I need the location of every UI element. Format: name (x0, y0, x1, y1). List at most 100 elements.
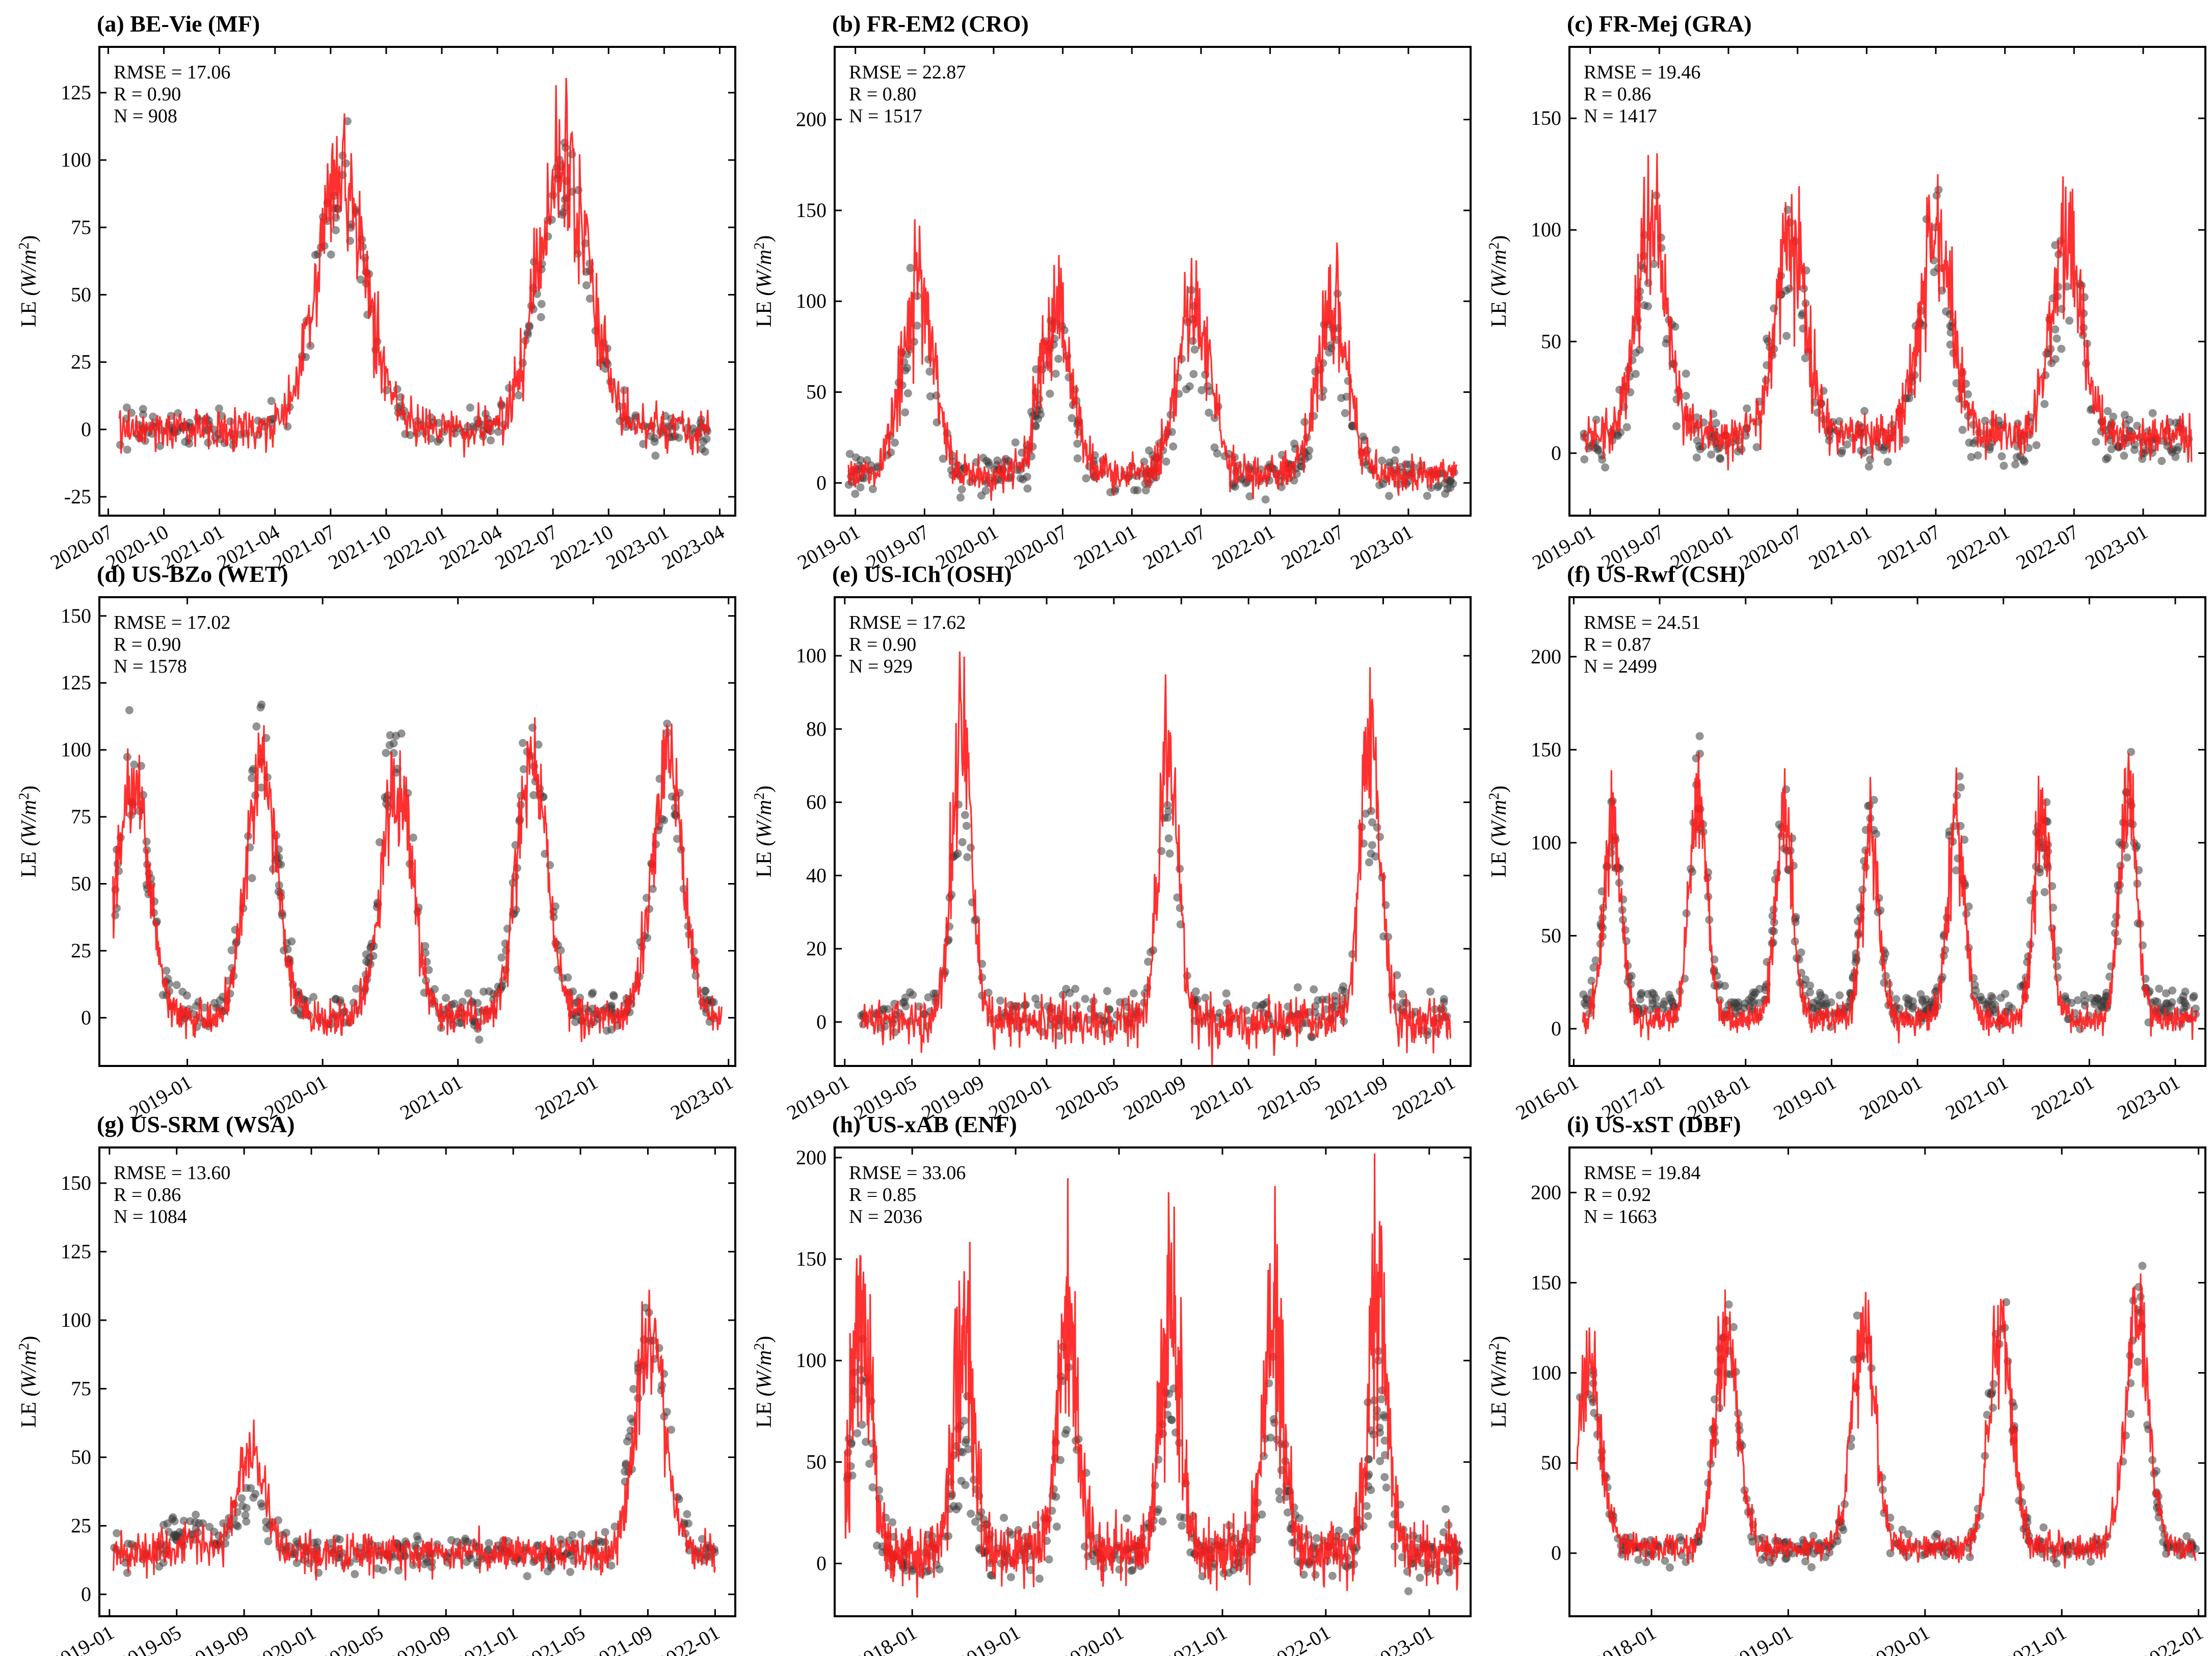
observed-point (996, 996, 1004, 1005)
observed-point (1984, 997, 1993, 1006)
observed-point (853, 1429, 862, 1437)
observed-point (1860, 407, 1869, 415)
y-tick-label: 50 (1541, 924, 1561, 947)
observed-point (846, 1462, 855, 1471)
observed-point (967, 843, 975, 852)
observed-point (1242, 1006, 1250, 1015)
x-tick-label: 2020-01 (250, 1621, 320, 1656)
observed-point (1695, 750, 1704, 758)
observed-point (1682, 391, 1690, 400)
rmse-stat: RMSE = 17.62 (849, 612, 966, 633)
observed-point (461, 1534, 470, 1543)
observed-point (1081, 995, 1089, 1003)
r-stat: R = 0.90 (849, 634, 916, 655)
x-tick-label: 2021-01 (1805, 520, 1875, 574)
observed-point (2138, 1262, 2147, 1270)
observed-point (2073, 996, 2082, 1004)
observed-point (1966, 1553, 1974, 1561)
observed-point (1073, 439, 1082, 448)
plot-area (857, 651, 1451, 1066)
observed-point (464, 989, 472, 998)
observed-point (1373, 823, 1381, 832)
observed-point (523, 1572, 531, 1581)
observed-point (497, 953, 506, 962)
observed-point (607, 1025, 616, 1034)
observed-point (913, 322, 921, 330)
observed-point (331, 226, 340, 234)
axes-frame (98, 596, 736, 1067)
observed-point (2051, 355, 2060, 363)
y-tick-label: 50 (71, 872, 91, 895)
x-tick-label: 2023-01 (1346, 520, 1417, 574)
observed-point (663, 719, 672, 728)
y-tick-label: 100 (796, 289, 827, 312)
n-stat: N = 908 (114, 105, 177, 127)
observed-point (1128, 1566, 1137, 1574)
observed-point (310, 1538, 318, 1547)
subplot-title: (f) US-Rwf (CSH) (1567, 561, 1745, 587)
observed-point (2092, 994, 2101, 1002)
observed-point (1189, 370, 1198, 379)
observed-point (1359, 433, 1368, 441)
observed-point (2162, 989, 2170, 998)
observed-point (1423, 492, 1431, 500)
y-axis-label: LE (W/m2) (752, 235, 776, 328)
plot-area (844, 219, 1458, 504)
observed-point (627, 1414, 635, 1423)
rmse-stat: RMSE = 24.51 (1584, 612, 1700, 633)
observed-point (2098, 1003, 2107, 1012)
x-tick-label: 2022-01 (531, 1071, 602, 1125)
observed-point (588, 990, 596, 998)
observed-point (1876, 906, 1885, 915)
observed-point (1402, 460, 1410, 469)
observed-point (137, 762, 145, 770)
observed-point (610, 1523, 619, 1531)
modeled-line (112, 717, 723, 1043)
observed-point (2120, 451, 2128, 460)
axes-frame (98, 46, 736, 517)
observed-point (327, 250, 335, 259)
observed-point (1815, 1001, 1824, 1010)
observed-point (585, 295, 594, 303)
observed-point (1341, 987, 1349, 996)
observed-point (1989, 1380, 1998, 1388)
observed-point (952, 1505, 961, 1514)
observed-point (1636, 995, 1644, 1004)
observed-point (2054, 973, 2062, 982)
observed-point (568, 150, 576, 158)
x-tick-label: 2020-01 (1856, 1071, 1926, 1125)
observed-point (262, 1524, 271, 1533)
observed-point (362, 950, 370, 958)
observed-point (1864, 446, 1873, 455)
observed-point (2180, 999, 2189, 1007)
observed-point (1007, 1530, 1016, 1539)
y-tick-label: 50 (71, 1446, 91, 1468)
rmse-stat: RMSE = 22.87 (849, 62, 966, 83)
y-tick-label: 0 (816, 471, 827, 494)
observed-point (2126, 1409, 2135, 1418)
observed-point (1162, 457, 1170, 466)
observed-point (939, 455, 947, 463)
y-tick-label: 75 (71, 1377, 91, 1400)
subplot-7: (g) US-SRM (WSA)02550751001251502019-012… (16, 1111, 736, 1656)
y-tick-label: -25 (64, 485, 91, 508)
observed-point (1364, 1455, 1373, 1464)
observed-point (241, 1511, 250, 1519)
y-tick-label: 200 (796, 108, 827, 131)
observed-point (1695, 732, 1704, 740)
observed-point (2123, 853, 2131, 862)
observed-point (888, 1518, 897, 1527)
observed-point (626, 1426, 635, 1435)
y-tick-label: 25 (71, 351, 91, 373)
observed-point (1090, 1557, 1099, 1566)
x-tick-label: 2021-01 (2000, 1621, 2070, 1656)
observed-point (1892, 995, 1901, 1003)
observed-point (2076, 1025, 2085, 1033)
observed-point (2053, 962, 2061, 970)
observed-point (863, 456, 871, 465)
observed-point (1035, 1574, 1044, 1583)
observed-point (1946, 340, 1955, 349)
observed-point (1034, 414, 1042, 423)
observed-point (2057, 344, 2066, 353)
observed-point (1392, 445, 1400, 454)
